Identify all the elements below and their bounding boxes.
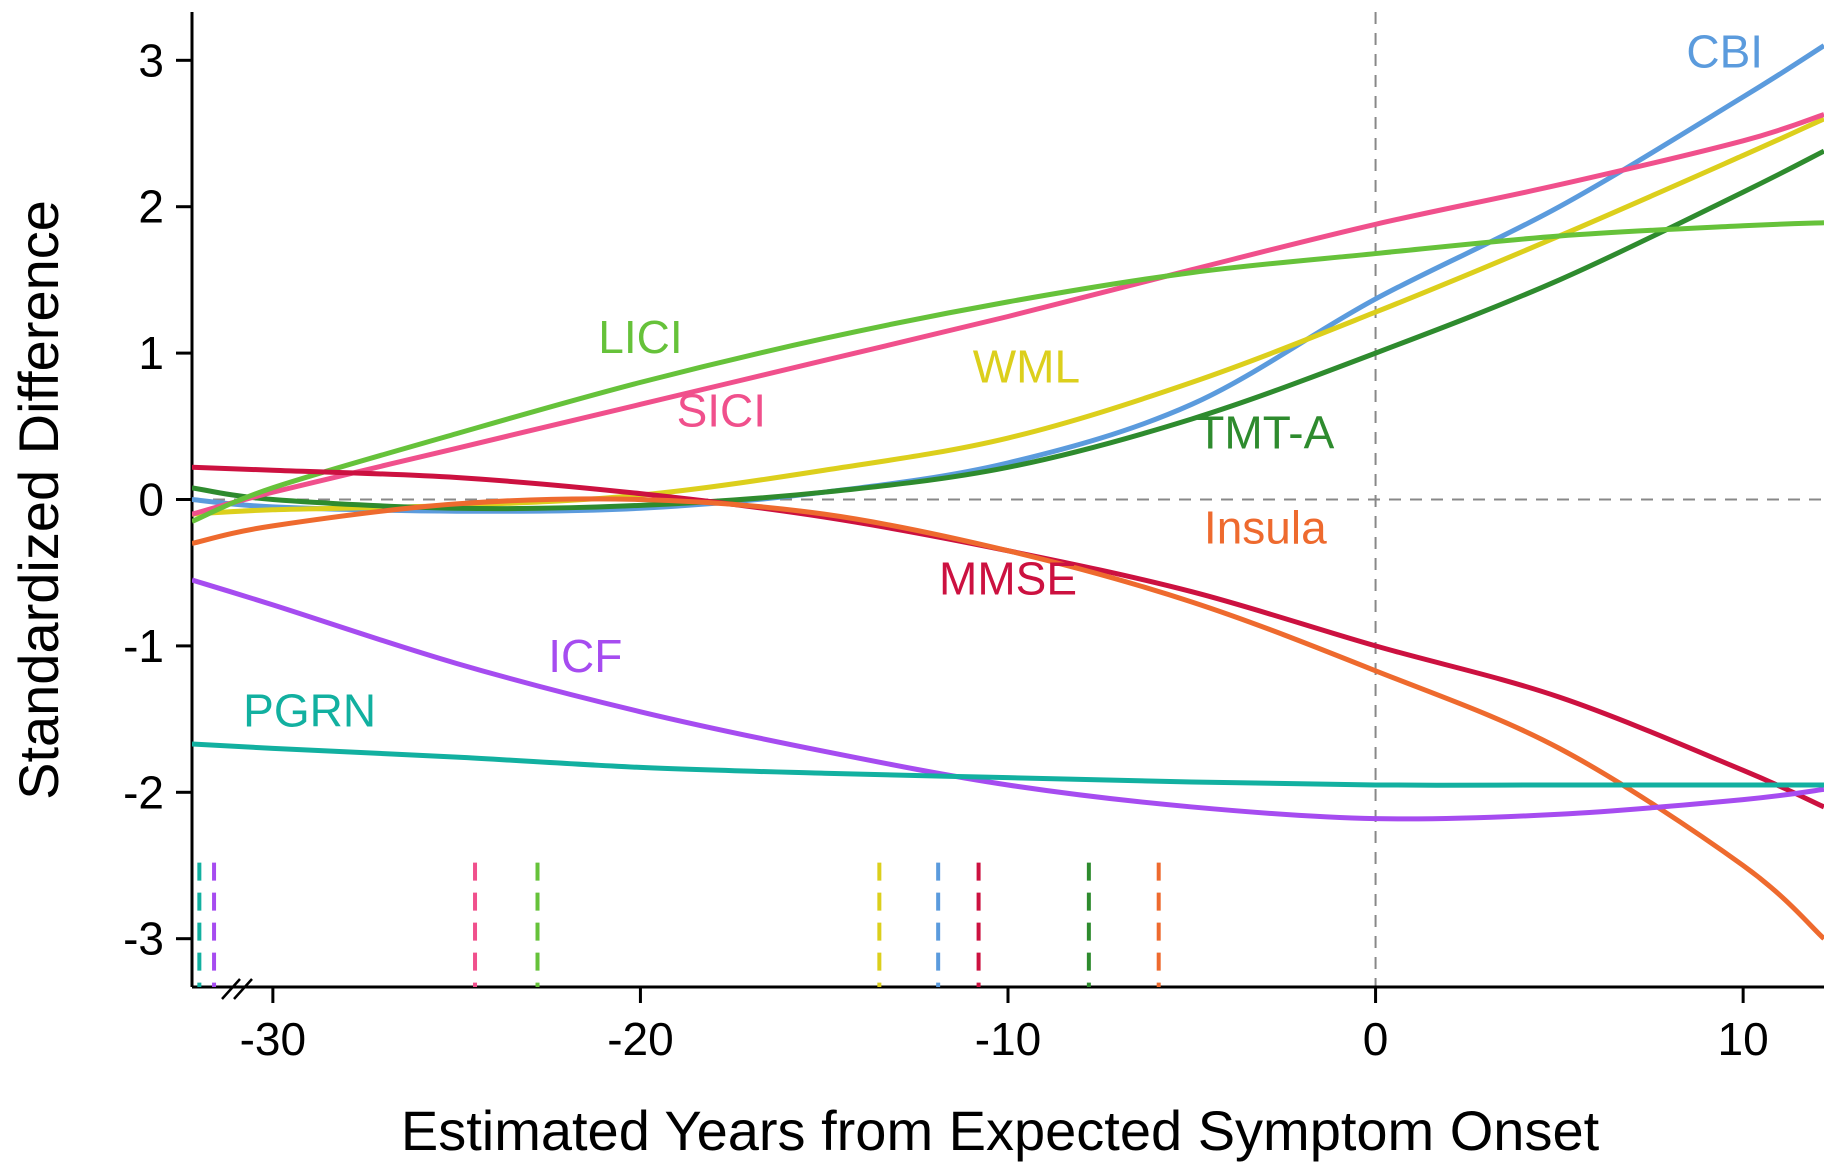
y-tick-label: 2 bbox=[138, 181, 164, 233]
y-tick-label: 1 bbox=[138, 327, 164, 379]
series-line bbox=[192, 112, 1824, 517]
y-tick-label: -3 bbox=[123, 913, 164, 965]
series-label: WML bbox=[973, 340, 1080, 392]
series-label: SICI bbox=[677, 384, 766, 436]
series-line bbox=[192, 577, 1824, 822]
y-tick-label: -2 bbox=[123, 766, 164, 818]
series-label: ICF bbox=[548, 630, 622, 682]
series-label: PGRN bbox=[243, 684, 376, 736]
x-axis-label: Estimated Years from Expected Symptom On… bbox=[401, 1099, 1600, 1162]
y-axis-label: Standardized Difference bbox=[7, 200, 70, 800]
series-label: Insula bbox=[1204, 501, 1327, 553]
y-tick-label: 0 bbox=[138, 474, 164, 526]
axis-break bbox=[221, 978, 253, 1000]
x-tick-label: 10 bbox=[1718, 1013, 1769, 1065]
y-tick-label: 3 bbox=[138, 34, 164, 86]
series-line bbox=[192, 148, 1824, 512]
x-tick-label: -30 bbox=[240, 1013, 306, 1065]
x-tick-label: -20 bbox=[607, 1013, 673, 1065]
x-tick-label: 0 bbox=[1363, 1013, 1389, 1065]
series-line bbox=[192, 741, 1824, 788]
x-tick-label: -10 bbox=[975, 1013, 1041, 1065]
series-label: LICI bbox=[598, 311, 682, 363]
series-label: TMT-A bbox=[1196, 406, 1334, 458]
series-line bbox=[192, 43, 1824, 514]
series-line bbox=[192, 496, 1824, 941]
plot-area bbox=[192, 43, 1824, 987]
y-tick-label: -1 bbox=[123, 620, 164, 672]
series-label: MMSE bbox=[939, 553, 1077, 605]
series-line bbox=[192, 220, 1824, 524]
series-label: CBI bbox=[1686, 26, 1763, 78]
